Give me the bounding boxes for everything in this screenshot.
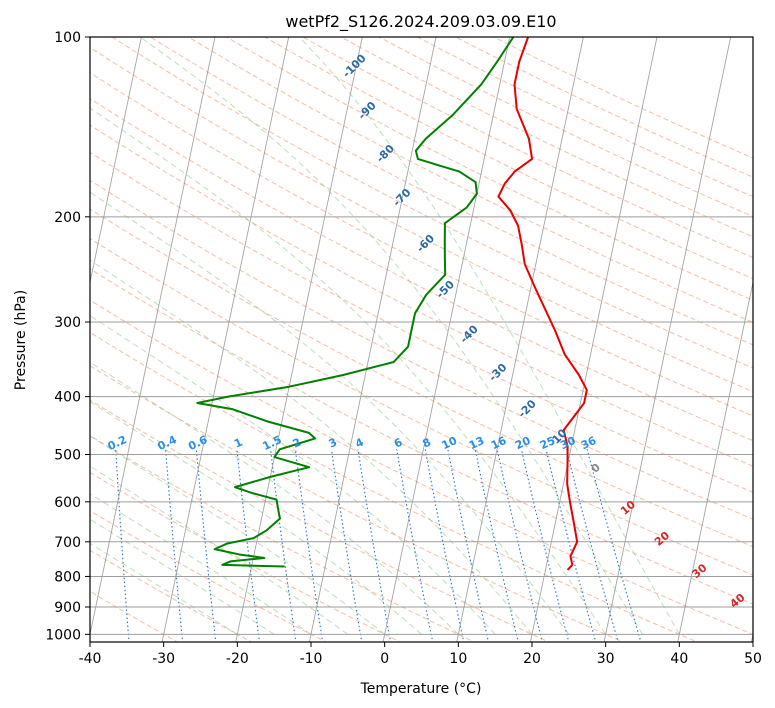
moist-adiabat-line <box>90 518 275 635</box>
dry-adiabat-line <box>187 37 753 323</box>
grid-layer <box>90 37 753 642</box>
plot-area <box>90 37 753 642</box>
mixing-ratio-line <box>496 449 543 642</box>
y-tick-label: 100 <box>54 30 81 46</box>
isotherm-line <box>603 37 732 642</box>
isotherm-line <box>235 37 363 642</box>
dry-adiabat-line <box>90 46 753 393</box>
x-tick-label: -40 <box>79 651 102 667</box>
temperature-profile-line <box>497 37 588 571</box>
isotherm-line <box>161 37 290 642</box>
dry-adiabat-line <box>90 237 753 576</box>
mixing-ratio-label: 10 <box>440 434 460 452</box>
y-tick-label: 400 <box>54 390 81 406</box>
x-tick-label: -10 <box>300 651 323 667</box>
moist-adiabat-line <box>90 107 607 635</box>
x-tick-label: 20 <box>523 651 541 667</box>
isotherm-line <box>529 37 658 642</box>
axes-layer: -40 -30 -20 -10 0 10 20 30 40 50 100 200 300 400 500 60… <box>45 30 762 667</box>
isotherm-line <box>308 37 437 642</box>
dry-adiabat-line <box>90 549 253 642</box>
moist-adiabat-line <box>90 259 533 635</box>
mixing-ratio-line <box>565 449 619 642</box>
moist-adiabat-line <box>139 37 643 635</box>
moist-adiabat-line <box>90 465 349 635</box>
mixing-ratio-line <box>270 449 297 642</box>
dry-adiabat-line <box>90 208 753 548</box>
dry-adiabat-line <box>90 151 753 493</box>
x-tick-label: 50 <box>744 651 762 667</box>
dry-adiabat-line <box>90 435 476 642</box>
mixing-ratio-line <box>447 449 490 642</box>
mixing-ratio-line <box>520 449 570 642</box>
x-tick-label: 40 <box>670 651 688 667</box>
dry-adiabat-line <box>90 268 753 605</box>
y-tick-label: 500 <box>54 448 81 464</box>
x-axis-title: Temperature (°C) <box>360 681 482 697</box>
plot-frame <box>89 36 754 643</box>
dry-adiabat-line <box>149 37 753 346</box>
isotherm-line <box>456 37 584 642</box>
y-tick-label: 800 <box>54 569 81 585</box>
mixing-ratio-line <box>545 449 597 642</box>
moist-adiabat-line <box>90 361 459 635</box>
y-axis-title: Pressure (hPa) <box>13 290 29 390</box>
dry-adiabat-line <box>90 179 753 520</box>
profile-series-layer <box>196 37 588 571</box>
mixing-ratio-line <box>195 449 217 642</box>
dry-adiabat-line <box>225 37 753 301</box>
mixing-ratio-line <box>586 449 642 642</box>
moist-adiabat-line <box>90 191 570 635</box>
dewpoint-profile-line <box>196 37 515 568</box>
mixing-ratio-line <box>424 449 465 642</box>
mixing-ratio-line <box>115 449 130 642</box>
mixing-ratio-label: 13 <box>467 434 486 452</box>
y-tick-label: 200 <box>54 210 81 226</box>
isotherm-line <box>677 280 753 642</box>
moist-adiabat-line <box>90 315 496 635</box>
isotherm-line <box>90 37 142 285</box>
y-tick-label: 1000 <box>45 627 81 643</box>
mixing-ratio-line <box>396 449 434 642</box>
dry-adiabat-line <box>111 37 753 369</box>
moist-adiabat-line <box>298 37 680 635</box>
mixing-ratio-label: 20 <box>513 434 533 452</box>
y-tick-label: 900 <box>54 600 81 616</box>
x-tick-label: 0 <box>380 651 389 667</box>
mixing-ratio-line <box>330 449 363 642</box>
mixing-ratio-line <box>474 449 519 642</box>
x-tick-label: -30 <box>152 651 175 667</box>
x-tick-label: 30 <box>597 651 615 667</box>
mixing-ratio-line <box>294 449 324 642</box>
mixing-ratio-label: 16 <box>489 434 509 452</box>
chart-title: wetPf2_S126.2024.209.03.09.E10 <box>285 12 556 32</box>
mixing-ratio-label: 30 <box>558 434 578 452</box>
y-tick-label: 300 <box>54 315 81 331</box>
dry-adiabat-line <box>90 365 625 642</box>
mixing-ratio-label: 36 <box>579 434 599 452</box>
dry-adiabat-line <box>90 510 327 642</box>
isotherm-line <box>382 37 511 642</box>
mixing-ratio-label: 25 <box>538 434 557 452</box>
x-tick-label: -20 <box>226 651 249 667</box>
y-tick-label: 700 <box>54 535 81 551</box>
dry-adiabat-line <box>90 471 402 642</box>
x-tick-label: 10 <box>449 651 467 667</box>
dry-adiabat-line <box>90 331 699 642</box>
moist-adiabat-line <box>90 493 312 635</box>
moist-adiabat-line <box>90 542 238 635</box>
y-tick-label: 600 <box>54 495 81 511</box>
isotherm-line <box>90 37 216 637</box>
mixing-ratio-line <box>165 449 184 642</box>
